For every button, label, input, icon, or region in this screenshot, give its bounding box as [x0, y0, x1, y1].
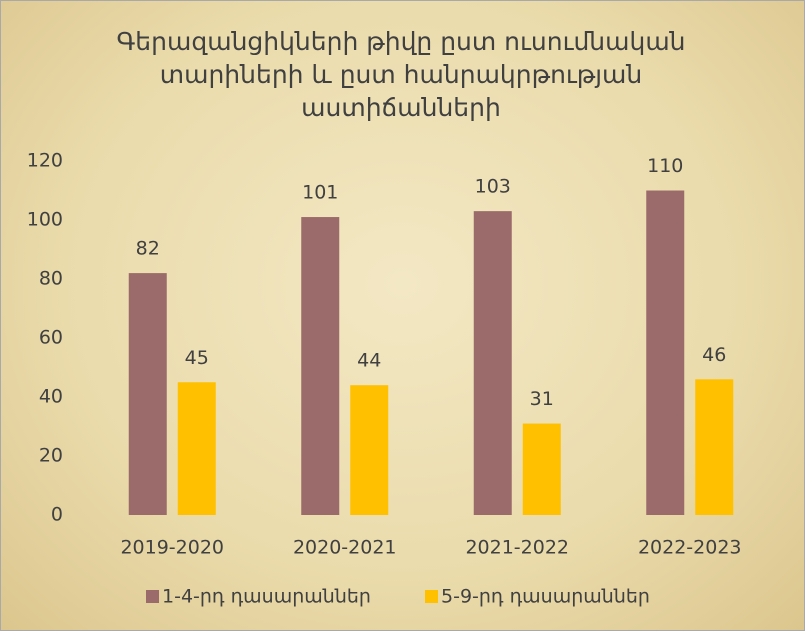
y-tick-label: 100 [27, 209, 63, 231]
data-label: 44 [357, 350, 381, 372]
chart-title: Գերազանցիկների թիվը ըստ ուսումնական տարի… [116, 27, 686, 122]
legend-label: 5-9-րդ դասարաններ [441, 586, 650, 608]
x-tick-label: 2020-2021 [293, 537, 397, 559]
y-tick-label: 80 [39, 268, 63, 290]
bar [350, 385, 389, 515]
y-tick-label: 40 [39, 386, 63, 408]
data-label: 31 [530, 388, 554, 410]
data-label: 101 [302, 182, 338, 204]
bar [695, 379, 734, 515]
bar [522, 423, 561, 515]
data-label: 46 [702, 344, 726, 366]
data-label: 45 [185, 347, 209, 369]
bar [128, 273, 167, 515]
bar [177, 382, 216, 515]
data-label: 110 [647, 155, 683, 177]
bar [301, 217, 340, 516]
y-tick-label: 20 [39, 445, 63, 467]
bar [646, 190, 685, 515]
x-tick-label: 2019-2020 [120, 537, 224, 559]
data-label: 82 [136, 238, 160, 260]
x-tick-label: 2022-2023 [638, 537, 742, 559]
bar [473, 211, 512, 515]
legend-label: 1-4-րդ դասարաններ [162, 586, 371, 608]
y-tick-label: 0 [51, 504, 63, 526]
x-tick-label: 2021-2022 [465, 537, 569, 559]
y-tick-label: 60 [39, 327, 63, 349]
y-tick-label: 120 [27, 150, 63, 172]
legend-swatch [146, 590, 159, 603]
legend-swatch [425, 590, 438, 603]
data-label: 103 [475, 176, 511, 198]
